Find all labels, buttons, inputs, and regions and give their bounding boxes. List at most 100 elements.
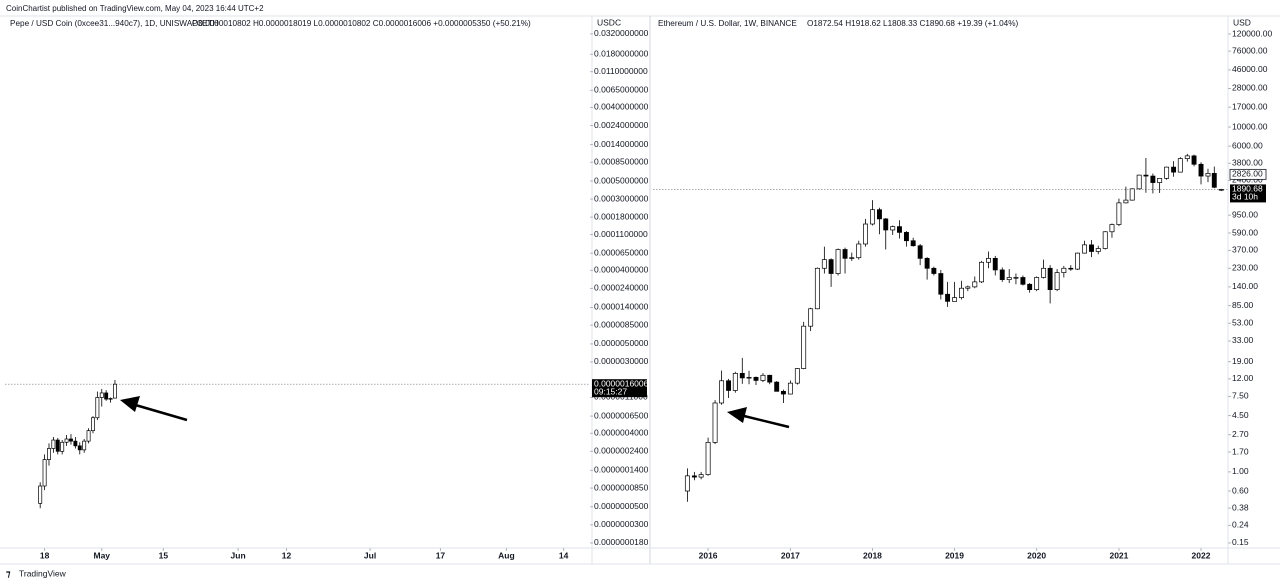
candle-body [691,475,697,478]
candle-body [1198,163,1204,177]
arrow [727,407,790,429]
y-tick-label: 0.0024000000 [594,120,649,130]
y-tick-label: 0.0000000300 [594,519,649,529]
candle-body [890,226,896,231]
candle-body [51,439,56,449]
candle-body [1020,277,1026,285]
footer-logo: ⁊ TradingView [6,568,67,578]
y-tick-label: 2.70 [1232,429,1249,439]
y-tick-label: 0.15 [1232,537,1249,547]
y-tick-label: 0.0014000000 [594,139,649,149]
x-tick-label: 2022 [1192,550,1211,560]
candle-body [1068,267,1074,270]
candle-body [1143,174,1149,177]
ohlc-legend: O1872.54 H1918.62 L1808.33 C1890.68 +19.… [807,19,1018,28]
candle-body [1089,244,1094,252]
candle-body [794,368,800,384]
y-tick-label: 0.0320000000 [594,28,649,38]
candle-body [870,209,875,225]
candle-body [1177,158,1183,173]
candle-body [1171,166,1177,173]
candle-body [86,430,91,442]
countdown-label: 09:15:27 [594,386,627,396]
candle-body [1211,173,1217,188]
y-tick-label: 0.0000030000 [594,356,649,366]
x-tick-label: Aug [498,550,515,560]
candle-body [910,240,916,247]
candle-body [1054,272,1060,290]
arrow [120,396,188,422]
candle-body [979,261,984,283]
y-tick-label: 370.00 [1232,245,1258,255]
candle-body [1061,267,1067,273]
candle-body [104,392,109,400]
candle-body [726,380,732,391]
x-tick-label: Jul [364,550,376,560]
candle-body [814,267,820,310]
y-tick-label: 1.00 [1232,466,1249,476]
chart-title: Ethereum / U.S. Dollar, 1W, BINANCE [658,19,797,28]
arrow-shaft [131,402,188,422]
candle-body [1157,178,1163,183]
candle-body [1191,155,1197,165]
candle-body [1109,224,1115,233]
last-price-box [592,379,647,398]
candle-body [1184,155,1190,159]
candle-body [780,390,786,395]
chart-title: Pepe / USD Coin (0xcee31...940c7), 1D, U… [10,19,219,28]
arrow-head [120,396,140,412]
y-tick-label: 0.0180000000 [594,48,649,58]
candle-body [684,475,690,492]
candle-body [801,325,807,369]
candle-body [876,209,882,220]
y-tick-label: 0.0008500000 [594,156,649,166]
last-price-label: 0.0000016006 [594,378,649,388]
chart-pane: 120000.00 76000.00 46000.00 28000.00 17000.0… [653,28,1272,560]
y-tick-label: 0.0000650000 [594,247,649,257]
y-tick-label: 28000.00 [1232,83,1268,93]
logo-mark: ⁊ [6,568,11,578]
candle-body [64,438,69,443]
candle-body [965,286,971,289]
header-text: CoinChartist published on TradingView.co… [6,4,264,13]
y-tick-label: 33.00 [1232,335,1254,345]
y-unit: USD [1233,17,1251,27]
candle-body [1123,199,1129,204]
candle-body [774,381,780,392]
candle-body [1129,188,1135,201]
last-price-label: 1890.68 [1232,184,1263,194]
candle-body [952,297,958,302]
y-tick-label: 17000.00 [1232,101,1268,111]
candle-body [1034,277,1040,290]
y-tick-label: 0.0001100000 [594,229,648,239]
candle-body [705,442,711,475]
y-tick-label: 4.50 [1232,410,1249,420]
candle-body [760,374,766,381]
x-tick-label: 2017 [781,550,800,560]
candle-body [108,398,113,400]
y-tick-label: 0.0000000850 [594,482,649,492]
candle-body [1102,231,1108,249]
y-tick-label: 0.0000000180 [594,537,649,547]
candle-body [1047,267,1053,290]
candle-body [38,485,43,504]
y-tick-label: 1.70 [1232,446,1249,456]
candle-body [746,376,752,379]
y-tick-label: 7.50 [1232,391,1249,401]
y-tick-label: 0.60 [1232,485,1249,495]
y-tick-label: 0.0110000000 [594,66,648,76]
candle-body [1095,248,1101,252]
price-marker-box [1229,168,1267,180]
y-tick-label: 10000.00 [1232,121,1268,131]
candle-body [55,439,60,452]
candle-body [842,249,848,259]
candle-body [712,402,718,443]
y-tick-label: 0.0000140000 [594,302,649,312]
y-tick-label: 46000.00 [1232,64,1268,74]
y-tick-label: 19.00 [1232,356,1254,366]
x-tick-label: 17 [436,550,446,560]
y-tick-label: 0.0000085000 [594,319,649,329]
price-marker-label: 2826.00 [1232,169,1263,179]
y-tick-label: 590.00 [1232,227,1258,237]
